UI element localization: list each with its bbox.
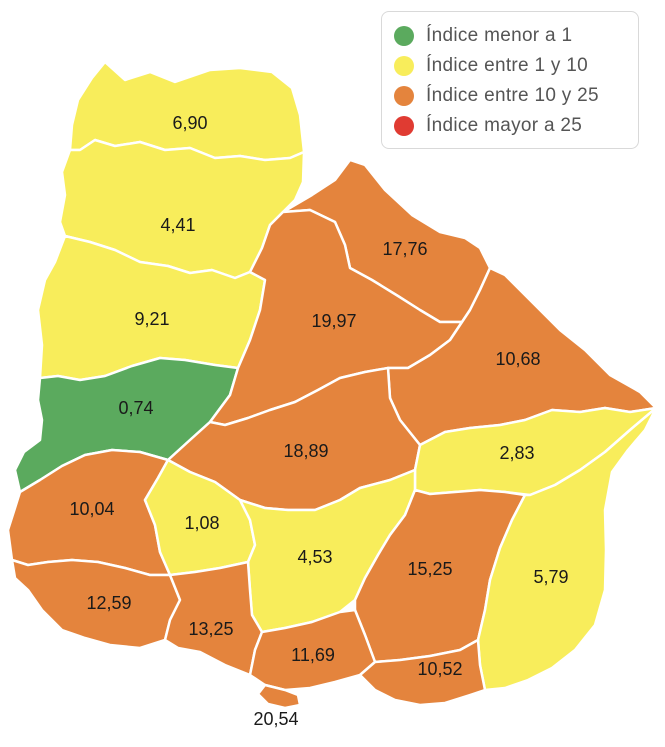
labels-layer: 6,90 4,41 9,21 0,74 17,76 19,97 10,68 18,89 2,83…: [69, 113, 568, 729]
legend: Índice menor a 1 Índice entre 1 y 10 Índ…: [381, 11, 639, 149]
value-label-flores: 1,08: [184, 513, 219, 533]
legend-label: Índice entre 1 y 10: [426, 55, 589, 76]
legend-dot-icon: [394, 86, 414, 106]
legend-item-red: Índice mayor a 25: [394, 111, 638, 141]
legend-dot-icon: [394, 116, 414, 136]
legend-label: Índice menor a 1: [426, 25, 573, 46]
value-label-artigas: 6,90: [172, 113, 207, 133]
legend-item-yellow: Índice entre 1 y 10: [394, 51, 638, 81]
value-label-rio-negro: 0,74: [118, 398, 153, 418]
value-label-rivera: 17,76: [382, 239, 427, 259]
legend-item-green: Índice menor a 1: [394, 21, 638, 51]
value-label-maldonado: 10,52: [417, 659, 462, 679]
legend-dot-icon: [394, 26, 414, 46]
value-label-tacuarembo: 19,97: [311, 311, 356, 331]
value-label-durazno: 18,89: [283, 441, 328, 461]
value-label-cerro-largo: 10,68: [495, 349, 540, 369]
legend-label: Índice mayor a 25: [426, 115, 583, 136]
value-label-colonia: 12,59: [86, 593, 131, 613]
value-label-paysandu: 9,21: [134, 309, 169, 329]
region-maldonado: [358, 638, 487, 707]
value-label-san-jose: 13,25: [188, 619, 233, 639]
region-montevideo: [256, 683, 302, 710]
region-rocha: [476, 406, 658, 692]
value-label-soriano: 10,04: [69, 499, 114, 519]
legend-label: Índice entre 10 y 25: [426, 85, 599, 106]
value-label-canelones: 11,69: [291, 645, 335, 665]
legend-item-orange: Índice entre 10 y 25: [394, 81, 638, 111]
value-label-florida: 4,53: [297, 547, 332, 567]
value-label-treinta-y-tres: 2,83: [499, 443, 534, 463]
value-label-salto: 4,41: [160, 215, 195, 235]
value-label-lavalleja: 15,25: [407, 559, 452, 579]
regions-layer: [6, 60, 658, 710]
legend-dot-icon: [394, 56, 414, 76]
value-label-rocha: 5,79: [533, 567, 568, 587]
value-label-montevideo: 20,54: [253, 709, 298, 729]
